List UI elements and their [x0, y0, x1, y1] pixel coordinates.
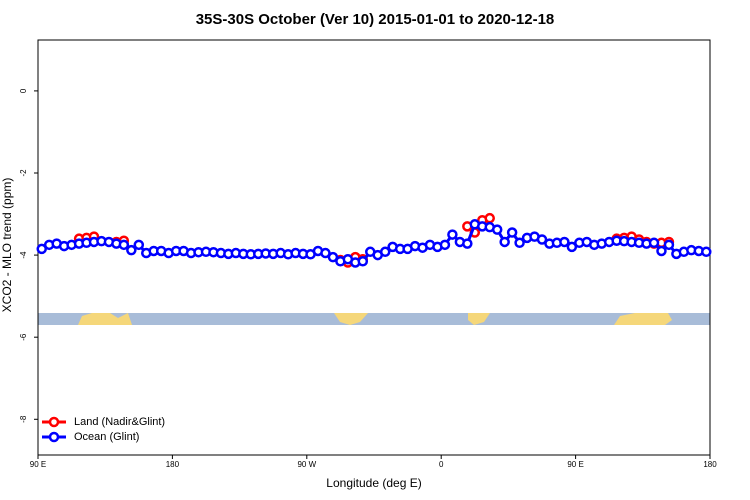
- data-point: [701, 246, 712, 258]
- data-point: [379, 246, 391, 258]
- y-axis-label: XCO2 - MLO trend (ppm): [0, 178, 14, 313]
- x-tick-label: 180: [166, 460, 180, 469]
- land-strip: [468, 313, 490, 325]
- legend-label: Land (Nadir&Glint): [74, 416, 165, 428]
- chart-title: 35S-30S October (Ver 10) 2015-01-01 to 2…: [196, 11, 555, 28]
- y-tick-label: -2: [19, 169, 28, 177]
- legend-marker: [48, 416, 60, 428]
- data-point: [566, 241, 578, 253]
- data-point: [656, 245, 667, 257]
- data-point: [439, 239, 451, 251]
- legend-label: Ocean (Glint): [74, 431, 139, 443]
- data-point: [462, 238, 473, 249]
- data-point: [499, 236, 510, 248]
- x-tick-label: 0: [439, 460, 444, 469]
- data-point: [447, 229, 458, 240]
- data-point: [663, 239, 675, 251]
- data-point: [648, 237, 660, 249]
- x-tick-label: 90 E: [30, 460, 46, 469]
- land-strip: [614, 313, 672, 325]
- data-point: [126, 244, 137, 256]
- x-tick-label: 90 W: [297, 460, 316, 469]
- ocean-strip: [38, 313, 710, 325]
- data-point: [133, 239, 145, 251]
- data-point: [536, 234, 548, 245]
- data-point: [118, 239, 130, 251]
- data-point: [491, 224, 503, 235]
- data-point: [320, 247, 331, 259]
- x-tick-label: 180: [703, 460, 717, 469]
- legend-marker: [48, 431, 60, 443]
- data-point: [484, 212, 495, 224]
- y-tick-label: 0: [19, 88, 28, 93]
- data-point: [357, 256, 369, 267]
- x-tick-label: 90 E: [567, 460, 583, 469]
- land-strip: [78, 313, 132, 325]
- land-strip: [334, 313, 368, 325]
- y-tick-label: -8: [19, 415, 28, 423]
- data-point: [559, 236, 570, 248]
- y-tick-label: -4: [19, 251, 28, 259]
- x-axis-label: Longitude (deg E): [326, 476, 421, 490]
- data-point: [506, 227, 518, 238]
- surface-strip: [38, 313, 710, 325]
- data-point: [36, 243, 47, 255]
- data-point: [327, 251, 339, 263]
- data-point: [514, 237, 525, 249]
- y-tick-label: -6: [19, 333, 28, 341]
